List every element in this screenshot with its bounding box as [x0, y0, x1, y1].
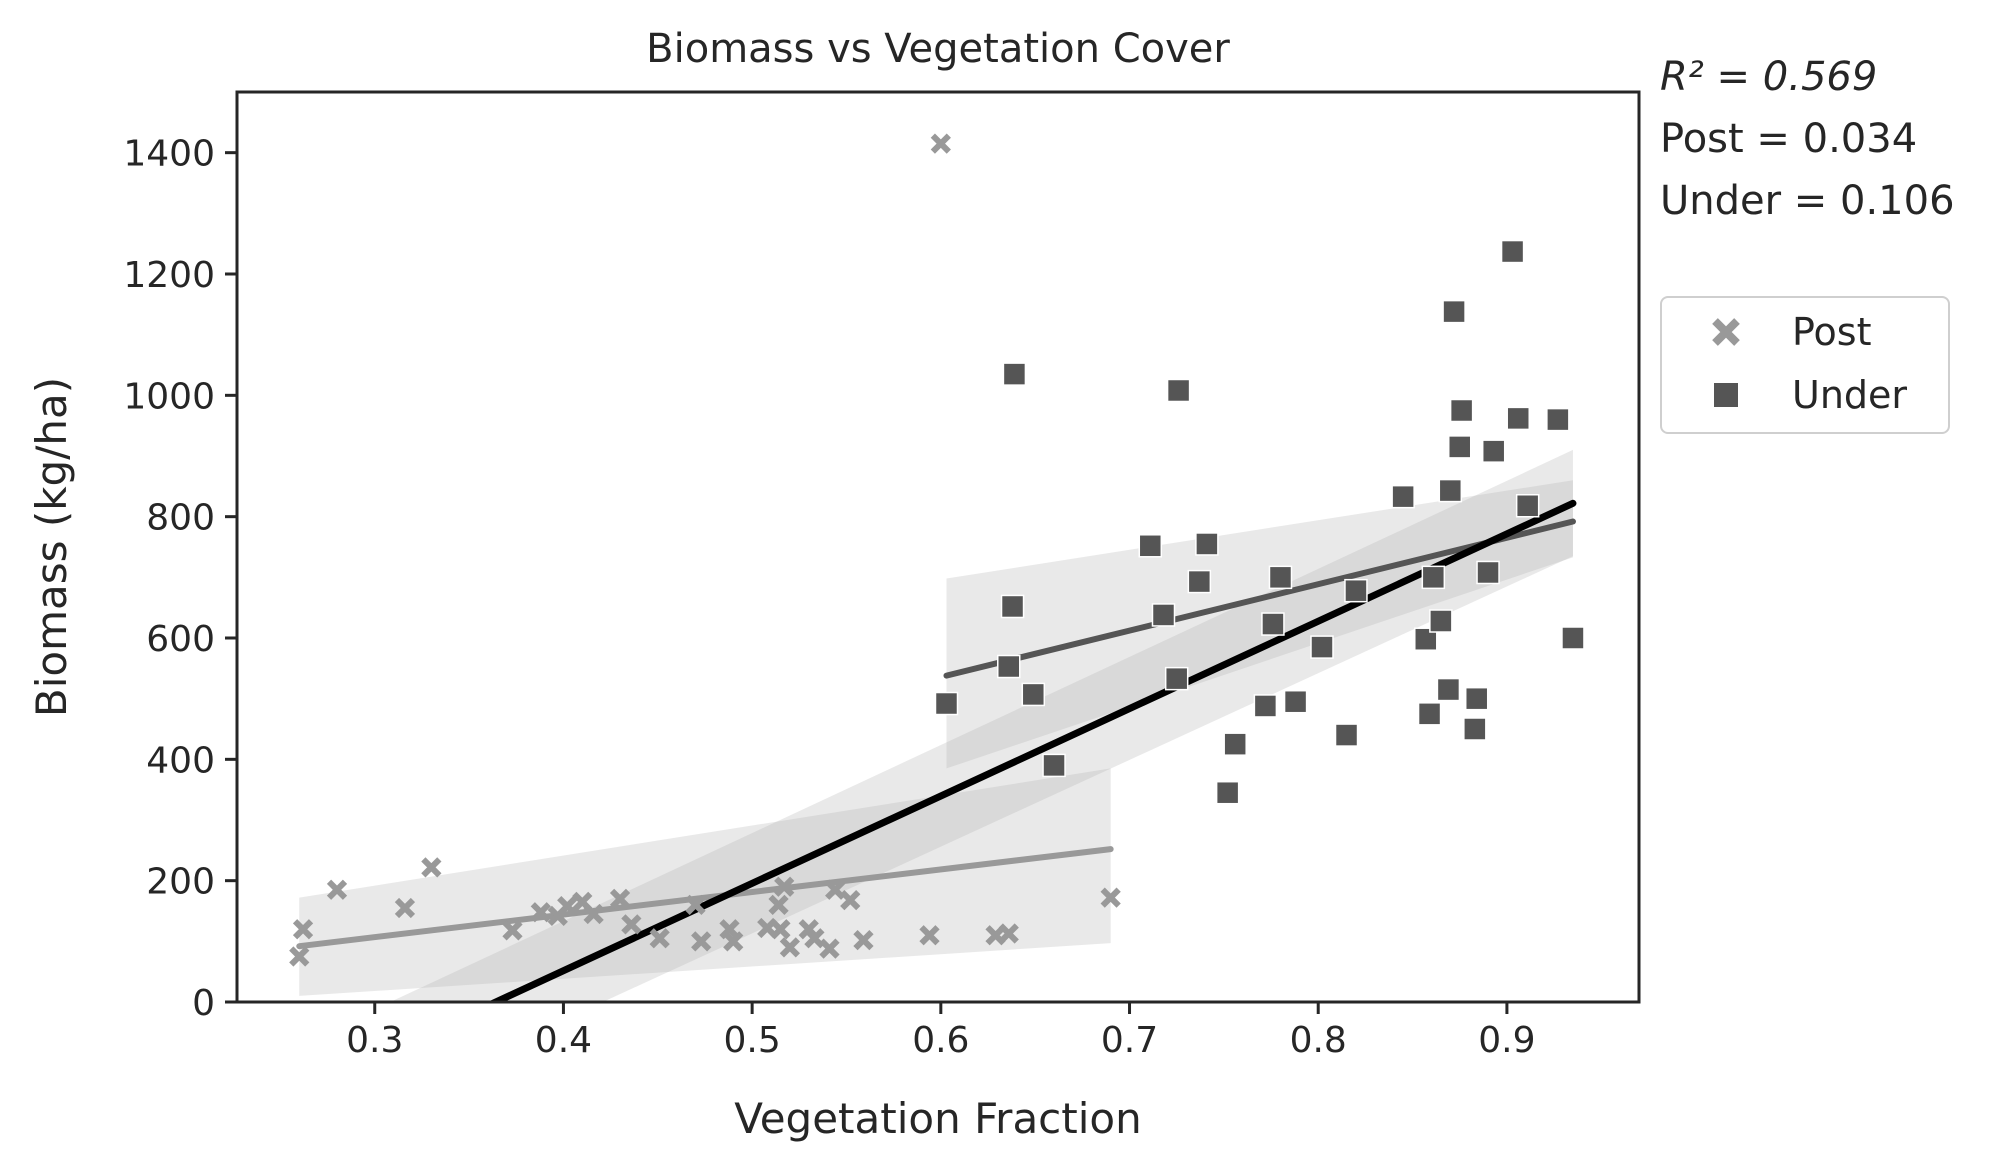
point-under	[1152, 604, 1174, 626]
x-tick-label: 0.8	[1290, 1020, 1347, 1061]
point-under	[1422, 566, 1444, 588]
legend-label-post: Post	[1792, 310, 1872, 354]
point-under	[1466, 688, 1488, 710]
point-under	[1443, 301, 1465, 323]
r2-stat: R² = 0.569	[1660, 46, 1955, 108]
point-under	[1507, 407, 1529, 429]
point-under	[935, 693, 957, 715]
point-under	[1464, 718, 1486, 740]
y-tick-label: 400	[146, 740, 215, 781]
point-under	[1262, 613, 1284, 635]
point-under	[1285, 691, 1307, 713]
x-marker-icon	[1696, 316, 1756, 348]
point-under	[998, 656, 1020, 678]
y-tick-label: 800	[146, 498, 215, 539]
point-under	[1168, 379, 1190, 401]
legend: Post Under	[1660, 296, 1950, 434]
y-tick-label: 1200	[123, 255, 215, 296]
x-tick-label: 0.5	[724, 1020, 781, 1061]
x-tick-label: 0.7	[1101, 1020, 1158, 1061]
point-under	[1547, 409, 1569, 431]
point-under	[1430, 610, 1452, 632]
y-tick-label: 0	[192, 983, 215, 1024]
y-tick-label: 1000	[123, 376, 215, 417]
point-under	[1022, 683, 1044, 705]
point-under	[1449, 436, 1471, 458]
legend-label-under: Under	[1792, 373, 1907, 417]
point-post	[423, 859, 439, 875]
y-axis-label: Biomass (kg/ha)	[27, 377, 76, 717]
x-axis-ticks: 0.3 0.4 0.5 0.6 0.7 0.8 0.9	[346, 1002, 1535, 1061]
point-under	[1477, 561, 1499, 583]
x-tick-label: 0.9	[1478, 1020, 1535, 1061]
point-under	[1196, 533, 1218, 555]
point-under	[1139, 535, 1161, 557]
point-under	[1439, 480, 1461, 502]
point-under	[1043, 754, 1065, 776]
y-tick-label: 200	[146, 862, 215, 903]
point-under	[1336, 724, 1358, 746]
point-under	[1002, 595, 1024, 617]
point-under	[1166, 668, 1188, 690]
x-tick-label: 0.6	[912, 1020, 969, 1061]
chart-title: Biomass vs Vegetation Cover	[646, 26, 1230, 72]
point-under	[1311, 636, 1333, 658]
point-under	[1437, 679, 1459, 701]
y-tick-label: 1400	[123, 134, 215, 175]
point-under	[1562, 627, 1584, 649]
fit-line-overall	[299, 503, 1573, 1093]
post-stat: Post = 0.034	[1660, 108, 1955, 170]
fit-statistics: R² = 0.569 Post = 0.034 Under = 0.106	[1660, 46, 1955, 232]
y-tick-label: 600	[146, 619, 215, 660]
y-axis-ticks: 0 200 400 600 800 1000 1200 1400	[123, 134, 237, 1024]
point-under	[1517, 495, 1539, 517]
x-tick-label: 0.3	[346, 1020, 403, 1061]
point-under	[1483, 440, 1505, 462]
legend-item-under: Under	[1662, 365, 1907, 425]
point-under	[1188, 571, 1210, 593]
point-under	[1451, 400, 1473, 422]
point-under	[1392, 486, 1414, 508]
point-under	[1419, 703, 1441, 725]
square-marker-icon	[1696, 380, 1756, 410]
point-post	[933, 136, 949, 152]
point-under	[1345, 580, 1367, 602]
legend-item-post: Post	[1662, 302, 1872, 362]
x-axis-label: Vegetation Fraction	[734, 1094, 1141, 1143]
x-tick-label: 0.4	[535, 1020, 592, 1061]
point-under	[1224, 733, 1246, 755]
point-under	[1502, 241, 1524, 263]
point-under	[1254, 695, 1276, 717]
point-under	[1003, 363, 1025, 385]
point-under	[1217, 782, 1239, 804]
under-stat: Under = 0.106	[1660, 170, 1955, 232]
point-under	[1269, 566, 1291, 588]
regression-lines	[299, 503, 1573, 1093]
